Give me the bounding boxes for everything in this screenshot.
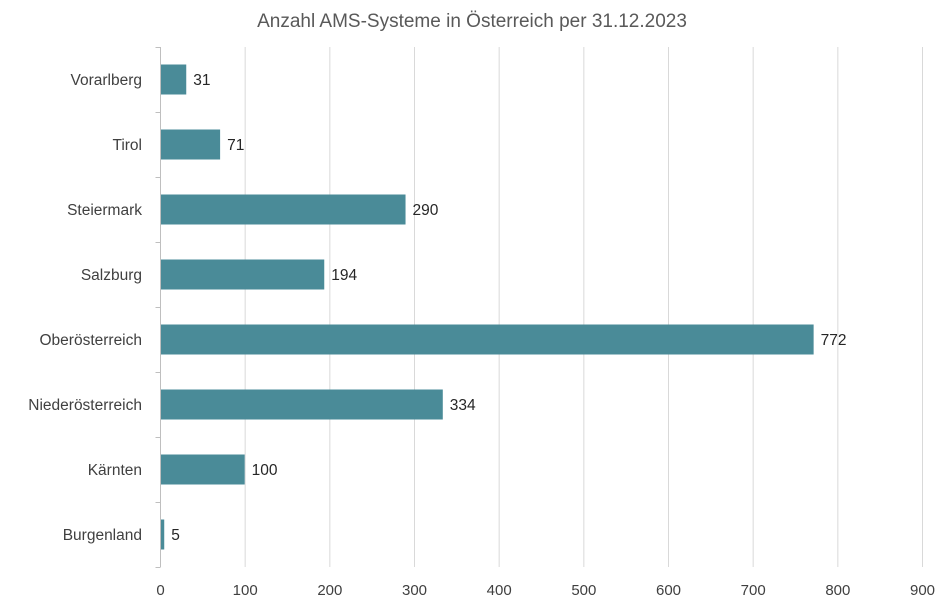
data-label: 31 xyxy=(193,72,210,89)
chart-title: Anzahl AMS-Systeme in Österreich per 31.… xyxy=(257,11,687,32)
x-tick-label: 700 xyxy=(741,582,766,599)
category-label: Tirol xyxy=(112,137,142,154)
x-tick-label: 400 xyxy=(487,582,512,599)
x-tick-label: 600 xyxy=(656,582,681,599)
x-tick-label: 800 xyxy=(825,582,850,599)
category-label: Kärnten xyxy=(88,462,142,479)
data-label: 290 xyxy=(413,202,439,219)
category-label: Oberösterreich xyxy=(39,332,142,349)
bar-burgenland xyxy=(161,519,165,550)
bar-oberösterreich xyxy=(161,324,814,355)
y-axis xyxy=(155,47,161,568)
x-tick-label: 100 xyxy=(233,582,258,599)
category-label: Vorarlberg xyxy=(70,72,142,89)
bar-vorarlberg xyxy=(161,64,187,95)
data-label: 334 xyxy=(450,397,476,414)
category-label: Salzburg xyxy=(81,267,142,284)
bar-salzburg xyxy=(161,259,325,290)
x-tick-label: 300 xyxy=(402,582,427,599)
data-label: 71 xyxy=(227,137,244,154)
bar-niederösterreich xyxy=(161,389,443,420)
bar-kärnten xyxy=(161,454,245,485)
data-label: 100 xyxy=(252,462,278,479)
gridlines xyxy=(244,47,923,567)
x-tick-label: 500 xyxy=(571,582,596,599)
data-label: 194 xyxy=(331,267,357,284)
x-tick-label: 900 xyxy=(910,582,935,599)
category-label: Niederösterreich xyxy=(28,397,142,414)
data-label: 772 xyxy=(821,332,847,349)
x-tick-label: 0 xyxy=(156,582,164,599)
category-label: Burgenland xyxy=(63,527,142,544)
x-tick-label: 200 xyxy=(317,582,342,599)
category-label: Steiermark xyxy=(67,202,142,219)
data-label: 5 xyxy=(171,527,180,544)
bar-tirol xyxy=(161,129,221,160)
labels: 0 100 200 300 400 500 600 700 800 900 Vorarlberg 31… xyxy=(28,72,935,599)
bars xyxy=(161,64,814,550)
bar-steiermark xyxy=(161,194,406,225)
